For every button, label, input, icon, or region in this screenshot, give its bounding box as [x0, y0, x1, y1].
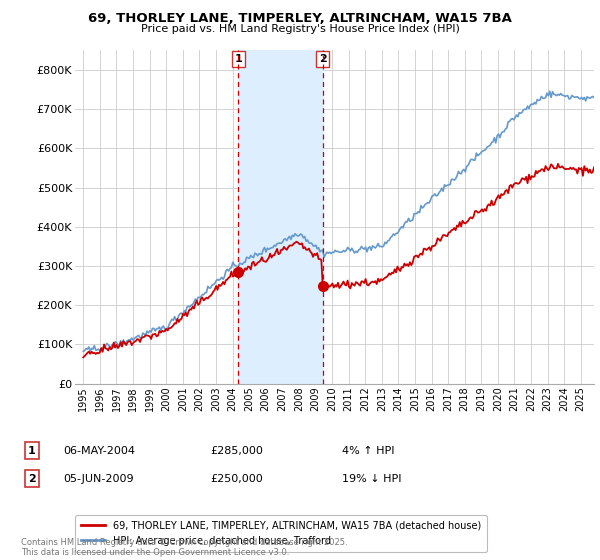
Text: 1: 1 — [28, 446, 35, 456]
Text: Contains HM Land Registry data © Crown copyright and database right 2025.
This d: Contains HM Land Registry data © Crown c… — [21, 538, 347, 557]
Text: 69, THORLEY LANE, TIMPERLEY, ALTRINCHAM, WA15 7BA: 69, THORLEY LANE, TIMPERLEY, ALTRINCHAM,… — [88, 12, 512, 25]
Text: 4% ↑ HPI: 4% ↑ HPI — [342, 446, 395, 456]
Text: £250,000: £250,000 — [210, 474, 263, 484]
Text: 19% ↓ HPI: 19% ↓ HPI — [342, 474, 401, 484]
Text: 1: 1 — [235, 54, 242, 64]
Text: 06-MAY-2004: 06-MAY-2004 — [63, 446, 135, 456]
Text: 2: 2 — [28, 474, 35, 484]
Text: Price paid vs. HM Land Registry's House Price Index (HPI): Price paid vs. HM Land Registry's House … — [140, 24, 460, 34]
Text: 05-JUN-2009: 05-JUN-2009 — [63, 474, 134, 484]
Bar — [238, 50, 323, 384]
Text: 2: 2 — [319, 54, 326, 64]
Text: £285,000: £285,000 — [210, 446, 263, 456]
Legend: 69, THORLEY LANE, TIMPERLEY, ALTRINCHAM, WA15 7BA (detached house), HPI: Average: 69, THORLEY LANE, TIMPERLEY, ALTRINCHAM,… — [74, 515, 487, 552]
